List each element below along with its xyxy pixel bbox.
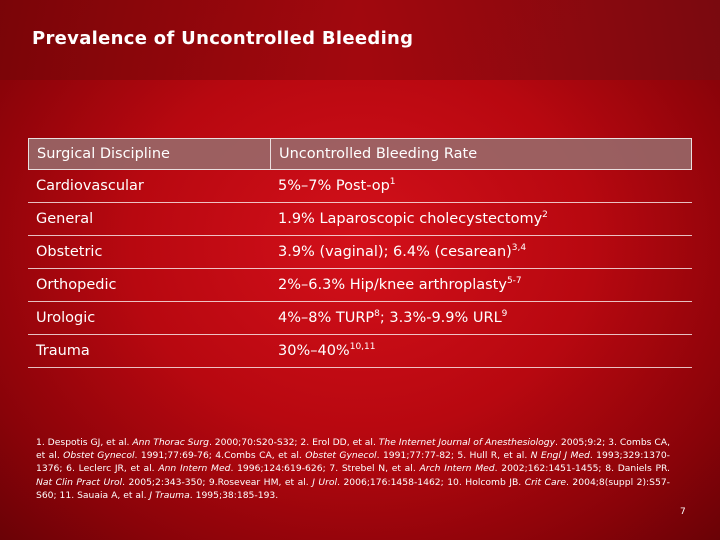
discipline: Obstetric bbox=[36, 244, 103, 260]
journal-name: Arch Intern Med bbox=[419, 463, 495, 475]
text: . 2004;8(suppl 2):S57-S60; 11. Sauaia A,… bbox=[36, 476, 670, 501]
superscript: 5-7 bbox=[506, 276, 522, 286]
superscript: 8 bbox=[374, 309, 380, 319]
journal-name: Crit Care bbox=[524, 476, 567, 488]
journal-name: Nat Clin Pract Urol bbox=[36, 476, 123, 488]
journal-name: Obstet Gynecol bbox=[305, 450, 377, 462]
header-band bbox=[0, 0, 720, 80]
text: . 2000;70:S20-S32; 2. Erol DD, et al. bbox=[208, 437, 379, 448]
discipline: Orthopedic bbox=[36, 277, 117, 293]
rate: 30%–40%10,11 bbox=[270, 342, 376, 360]
journal-name: Ann Intern Med bbox=[158, 463, 231, 475]
journal-name: Obstet Gynecol bbox=[63, 450, 135, 462]
text: . 2005;2:343-350; 9.Rosevear HM, et al. bbox=[122, 476, 313, 488]
column-header: Uncontrolled Bleeding Rate bbox=[279, 146, 478, 162]
column-header: Surgical Discipline bbox=[29, 139, 271, 169]
rate: 2%–6.3% Hip/knee arthroplasty5-7 bbox=[270, 276, 522, 294]
text: . 2002;162:1451-1455; 8. Daniels PR. bbox=[494, 463, 670, 475]
text: 5%–7% Post-op bbox=[278, 178, 390, 194]
journal-name: J Urol bbox=[312, 476, 338, 488]
table-row: General 1.9% Laparoscopic cholecystectomy… bbox=[28, 203, 692, 236]
table: Surgical Discipline Uncontrolled Bleedin… bbox=[28, 138, 692, 368]
superscript: 9 bbox=[501, 309, 508, 319]
text: 1. Despotis GJ, et al. bbox=[36, 437, 133, 448]
text: . 1993;329:1370-1376; 6. Leclerc JR, et … bbox=[36, 450, 670, 475]
table-header: Surgical Discipline Uncontrolled Bleedin… bbox=[28, 138, 692, 170]
journal-name: N Engl J Med bbox=[530, 450, 590, 462]
text: . 1995;38:185-193. bbox=[189, 489, 279, 501]
superscript: 3,4 bbox=[511, 243, 527, 253]
rate: 1.9% Laparoscopic cholecystectomy2 bbox=[270, 210, 548, 228]
table-row: Urologic 4%–8% TURP8; 3.3%-9.9% URL9 bbox=[28, 302, 692, 335]
text: 4%–8% TURP bbox=[278, 310, 375, 326]
references: 1. Despotis GJ, et al. Ann Thorac Surg. … bbox=[36, 436, 670, 502]
text: ; 3.3%-9.9% URL bbox=[379, 310, 502, 326]
rate: 3.9% (vaginal); 6.4% (cesarean)3,4 bbox=[270, 243, 527, 261]
table-row: Trauma 30%–40%10,11 bbox=[28, 335, 692, 368]
text: 3.9% (vaginal); 6.4% (cesarean) bbox=[278, 244, 512, 260]
superscript: 10,11 bbox=[349, 342, 376, 352]
text: . 2006;176:1458-1462; 10. Holcomb JB. bbox=[337, 476, 525, 488]
discipline: Cardiovascular bbox=[36, 178, 144, 194]
text: . 1991;77:69-76; 4.Combs CA, et al. bbox=[134, 450, 306, 462]
discipline: Urologic bbox=[36, 310, 96, 326]
journal-name: J Trauma bbox=[149, 489, 190, 501]
journal-name: The Internet Journal of Anesthesiology bbox=[378, 437, 556, 448]
text: . 1996;124:619-626; 7. Strebel N, et al. bbox=[230, 463, 420, 475]
rate: 4%–8% TURP8; 3.3%-9.9% URL9 bbox=[270, 309, 508, 327]
table-row: Orthopedic 2%–6.3% Hip/knee arthroplasty5… bbox=[28, 269, 692, 302]
rate: 5%–7% Post-op1 bbox=[270, 177, 396, 195]
text: . 2005;9:2; 3. Combs CA, et al. bbox=[36, 437, 670, 462]
table-row: Obstetric 3.9% (vaginal); 6.4% (cesarean)… bbox=[28, 236, 692, 269]
superscript: 2 bbox=[542, 210, 548, 220]
text: 30%–40% bbox=[278, 343, 350, 359]
table-row: Cardiovascular 5%–7% Post-op1 bbox=[28, 170, 692, 203]
text: 1.9% Laparoscopic cholecystectomy bbox=[278, 211, 543, 227]
journal-name: Ann Thorac Surg bbox=[132, 437, 209, 448]
discipline: General bbox=[36, 211, 94, 227]
text: . 1991;77:77-82; 5. Hull R, et al. bbox=[376, 450, 531, 462]
superscript: 1 bbox=[389, 177, 396, 187]
text: 2%–6.3% Hip/knee arthroplasty bbox=[278, 277, 507, 293]
page-number: 7 bbox=[680, 507, 686, 517]
discipline: Trauma bbox=[36, 343, 90, 359]
slide-title: Prevalence of Uncontrolled Bleeding bbox=[32, 28, 414, 49]
